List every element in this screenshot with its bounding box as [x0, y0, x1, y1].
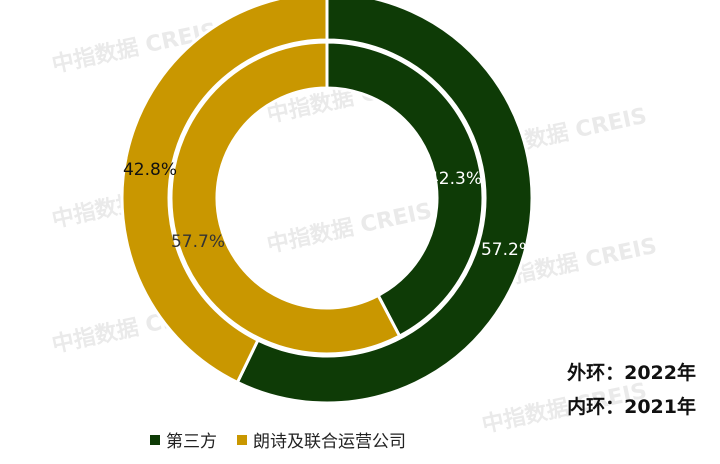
- outer-ring-slice-third-party: [235, 0, 534, 405]
- outer-ring-label-third-party: 57.2%: [481, 240, 535, 260]
- inner-ring-slice-landsea: [169, 40, 402, 356]
- legend-item-third-party: 第三方: [150, 427, 217, 452]
- legend-label-landsea: 朗诗及联合运营公司: [253, 432, 406, 452]
- legend-label-third-party: 第三方: [166, 432, 217, 452]
- outer-ring-label-landsea: 42.8%: [123, 160, 177, 180]
- inner-ring-slice-third-party: [325, 40, 485, 339]
- legend-swatch-third-party: [150, 434, 160, 445]
- inner-ring-label-third-party: 42.3%: [428, 169, 482, 189]
- outer-ring-note: 外环：2022年: [567, 362, 696, 384]
- donut-chart: 57.2% 42.8% 42.3% 57.7%: [120, 0, 535, 405]
- outer-ring-slice-landsea: [120, 0, 329, 385]
- inner-ring-label-landsea: 57.7%: [171, 232, 225, 252]
- inner-ring-note: 内环：2021年: [567, 396, 696, 418]
- legend-item-landsea: 朗诗及联合运营公司: [237, 427, 406, 452]
- legend-swatch-landsea: [237, 434, 247, 445]
- legend: 第三方 朗诗及联合运营公司: [150, 427, 406, 452]
